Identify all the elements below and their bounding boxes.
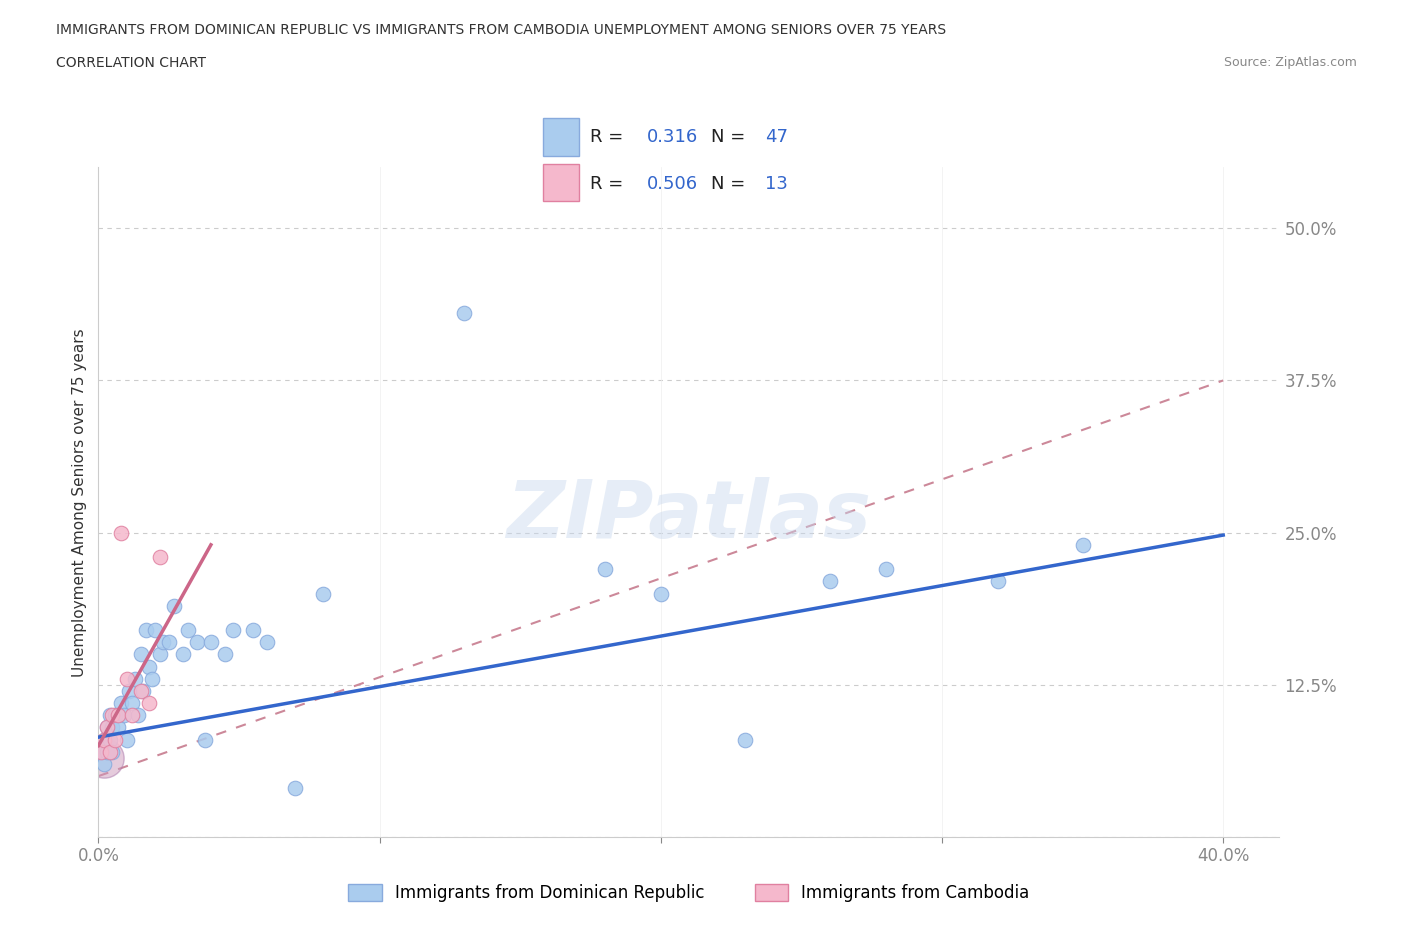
Point bbox=[115, 671, 138, 686]
Point bbox=[93, 732, 115, 747]
Point bbox=[222, 622, 245, 637]
Point bbox=[121, 696, 143, 711]
Text: 13: 13 bbox=[765, 175, 787, 193]
Point bbox=[90, 744, 112, 759]
Text: N =: N = bbox=[711, 175, 751, 193]
Text: ZIPatlas: ZIPatlas bbox=[506, 476, 872, 554]
Point bbox=[129, 647, 152, 662]
Point bbox=[132, 684, 155, 698]
Point bbox=[110, 696, 132, 711]
Point bbox=[256, 635, 278, 650]
Point bbox=[734, 732, 756, 747]
Bar bbox=[543, 165, 579, 202]
Point bbox=[875, 562, 897, 577]
Point bbox=[163, 598, 186, 613]
Point bbox=[93, 751, 115, 765]
Point bbox=[149, 550, 172, 565]
Point bbox=[194, 732, 217, 747]
Text: 0.506: 0.506 bbox=[647, 175, 697, 193]
Point bbox=[214, 647, 236, 662]
Point bbox=[98, 732, 121, 747]
Text: 47: 47 bbox=[765, 128, 787, 146]
Point bbox=[110, 525, 132, 540]
Text: R =: R = bbox=[591, 128, 630, 146]
Point bbox=[98, 744, 121, 759]
Point bbox=[138, 696, 160, 711]
Point bbox=[593, 562, 616, 577]
Point bbox=[284, 781, 307, 796]
Point bbox=[1071, 538, 1094, 552]
Point bbox=[93, 732, 115, 747]
Text: N =: N = bbox=[711, 128, 751, 146]
Bar bbox=[543, 118, 579, 155]
Y-axis label: Unemployment Among Seniors over 75 years: Unemployment Among Seniors over 75 years bbox=[72, 328, 87, 676]
Point bbox=[104, 732, 127, 747]
Point bbox=[172, 647, 194, 662]
Point bbox=[96, 720, 118, 735]
Point bbox=[112, 708, 135, 723]
Text: CORRELATION CHART: CORRELATION CHART bbox=[56, 56, 207, 70]
Point bbox=[200, 635, 222, 650]
Text: 0.316: 0.316 bbox=[647, 128, 697, 146]
Point bbox=[818, 574, 841, 589]
Text: Source: ZipAtlas.com: Source: ZipAtlas.com bbox=[1223, 56, 1357, 69]
Point bbox=[135, 622, 157, 637]
Point bbox=[104, 708, 127, 723]
Point bbox=[115, 732, 138, 747]
Point bbox=[138, 659, 160, 674]
Point bbox=[152, 635, 174, 650]
Point bbox=[107, 708, 129, 723]
Point bbox=[453, 306, 475, 321]
Point bbox=[107, 720, 129, 735]
Point bbox=[242, 622, 264, 637]
Legend: Immigrants from Dominican Republic, Immigrants from Cambodia: Immigrants from Dominican Republic, Immi… bbox=[342, 878, 1036, 909]
Point bbox=[177, 622, 200, 637]
Point bbox=[96, 720, 118, 735]
Point bbox=[101, 744, 124, 759]
Point bbox=[93, 756, 115, 771]
Point bbox=[186, 635, 208, 650]
Point bbox=[143, 622, 166, 637]
Point bbox=[124, 671, 146, 686]
Point bbox=[96, 744, 118, 759]
Point bbox=[141, 671, 163, 686]
Point bbox=[118, 684, 141, 698]
Point bbox=[312, 586, 335, 601]
Point bbox=[157, 635, 180, 650]
Point bbox=[127, 708, 149, 723]
Point bbox=[101, 708, 124, 723]
Point bbox=[101, 720, 124, 735]
Point bbox=[987, 574, 1010, 589]
Point bbox=[121, 708, 143, 723]
Point bbox=[650, 586, 672, 601]
Text: IMMIGRANTS FROM DOMINICAN REPUBLIC VS IMMIGRANTS FROM CAMBODIA UNEMPLOYMENT AMON: IMMIGRANTS FROM DOMINICAN REPUBLIC VS IM… bbox=[56, 23, 946, 37]
Point bbox=[129, 684, 152, 698]
Text: R =: R = bbox=[591, 175, 630, 193]
Point bbox=[98, 708, 121, 723]
Point bbox=[149, 647, 172, 662]
Point bbox=[90, 744, 112, 759]
